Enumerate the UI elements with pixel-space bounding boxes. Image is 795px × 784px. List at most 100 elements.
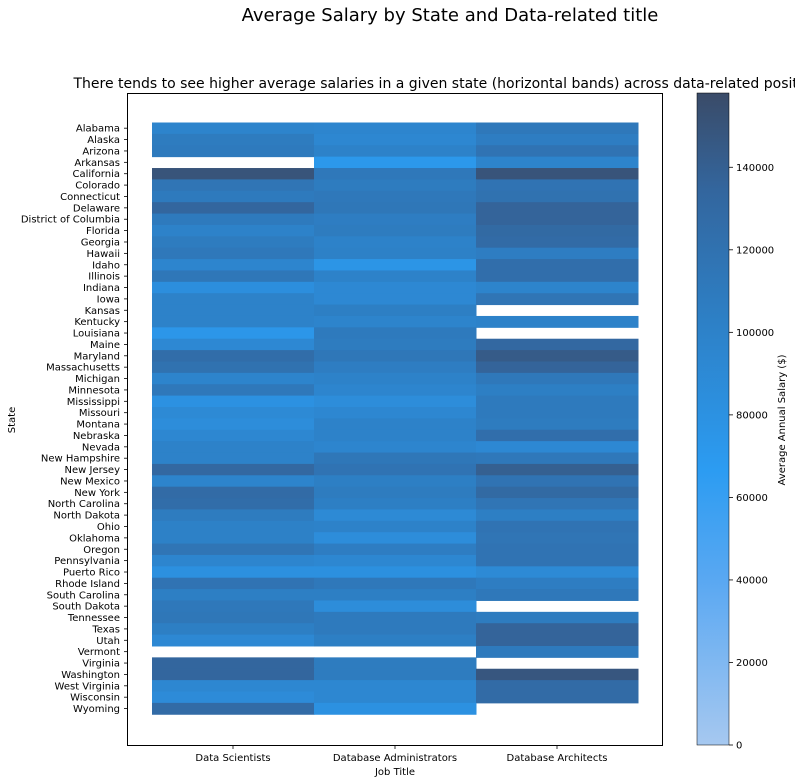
y-tick-label: North Dakota xyxy=(53,511,120,522)
heatmap-cell xyxy=(476,224,639,237)
heatmap-cell xyxy=(476,589,639,601)
heatmap-cell xyxy=(314,634,477,647)
heatmap-cell xyxy=(152,589,315,601)
heatmap-cell xyxy=(476,486,639,499)
heatmap-cell xyxy=(152,350,315,362)
heatmap-cell xyxy=(314,657,477,670)
colorbar-label: Average Annual Salary ($) xyxy=(777,354,788,485)
heatmap-cell xyxy=(152,418,315,431)
heatmap-cell xyxy=(476,372,639,385)
heatmap-cell xyxy=(152,509,315,522)
y-tick-label: Pennsylvania xyxy=(54,556,120,567)
heatmap-cell xyxy=(314,702,477,715)
heatmap-cell xyxy=(314,577,477,590)
heatmap-cell xyxy=(476,611,639,624)
y-tick-label: Iowa xyxy=(97,294,120,305)
y-tick-label: Washington xyxy=(61,670,120,681)
y-tick-label: Oklahoma xyxy=(69,533,120,544)
colorbar-tick-label: 80000 xyxy=(736,410,768,421)
colorbar-tick-label: 60000 xyxy=(736,493,768,504)
heatmap-cell xyxy=(152,452,315,465)
heatmap-cell xyxy=(152,338,315,351)
y-tick-label: Florida xyxy=(86,226,120,237)
heatmap-cell xyxy=(314,532,477,545)
heatmap-cell xyxy=(476,133,639,146)
heatmap-cell xyxy=(476,247,639,260)
heatmap-cell xyxy=(476,407,639,419)
heatmap-cell xyxy=(152,520,315,533)
x-tick-label: Database Architects xyxy=(507,753,608,764)
heatmap-cell xyxy=(152,554,315,567)
y-tick-label: Kentucky xyxy=(74,317,120,328)
heatmap-cell xyxy=(314,133,477,146)
heatmap-cell xyxy=(476,429,639,442)
heatmap-cell xyxy=(314,236,477,249)
heatmap-cell xyxy=(152,122,315,135)
heatmap-cell xyxy=(476,350,639,362)
y-tick-label: Vermont xyxy=(78,647,120,658)
heatmap-cell xyxy=(152,293,315,306)
heatmap-cell xyxy=(152,315,315,328)
y-tick-label: Nebraska xyxy=(73,431,120,442)
heatmap-cell xyxy=(476,236,639,249)
heatmap-cell xyxy=(152,486,315,499)
heatmap-cell xyxy=(476,202,639,215)
heatmap-cell xyxy=(152,304,315,317)
heatmap-cells xyxy=(152,122,639,715)
heatmap-cell xyxy=(476,361,639,374)
y-tick-label: New Mexico xyxy=(60,476,120,487)
heatmap-cell xyxy=(476,213,639,226)
heatmap-cell xyxy=(152,179,315,192)
heatmap-cell xyxy=(476,293,639,306)
heatmap-cell xyxy=(152,395,315,408)
y-tick-label: Nevada xyxy=(82,442,120,453)
heatmap-cell xyxy=(476,645,639,658)
y-tick-label: New York xyxy=(74,488,120,499)
heatmap-cell xyxy=(314,680,477,692)
chart-subtitle: There tends to see higher average salari… xyxy=(72,76,795,92)
y-tick-label: Kansas xyxy=(85,306,120,317)
y-tick-label: Ohio xyxy=(97,522,120,533)
heatmap-cell xyxy=(476,623,639,636)
heatmap-cell xyxy=(314,293,477,306)
heatmap-cell xyxy=(152,475,315,488)
heatmap-cell xyxy=(152,668,315,681)
heatmap-cell xyxy=(314,554,477,567)
y-tick-label: South Carolina xyxy=(47,590,120,601)
heatmap-cell xyxy=(314,418,477,431)
heatmap-cell xyxy=(314,486,477,499)
y-tick-label: District of Columbia xyxy=(21,215,120,226)
heatmap-cell xyxy=(476,543,639,556)
heatmap-cell xyxy=(476,418,639,431)
heatmap-cell xyxy=(314,168,477,180)
heatmap-cell xyxy=(476,475,639,488)
heatmap-cell xyxy=(152,224,315,237)
y-tick-label: California xyxy=(73,169,121,180)
heatmap-cell xyxy=(314,270,477,283)
y-tick-label: Texas xyxy=(91,624,120,635)
x-tick-label: Data Scientists xyxy=(195,753,270,764)
heatmap-cell xyxy=(314,589,477,601)
heatmap-cell xyxy=(152,463,315,476)
heatmap-cell xyxy=(476,566,639,579)
y-tick-label: Wisconsin xyxy=(70,693,120,704)
y-tick-label: Indiana xyxy=(83,283,120,294)
y-tick-label: Alabama xyxy=(76,124,120,135)
colorbar-tick-label: 40000 xyxy=(736,575,768,586)
y-tick-label: Wyoming xyxy=(73,704,120,715)
heatmap-cell xyxy=(152,407,315,419)
y-tick-label: South Dakota xyxy=(52,602,120,613)
heatmap-cell xyxy=(314,498,477,510)
heatmap-cell xyxy=(314,407,477,419)
heatmap-cell xyxy=(152,213,315,226)
heatmap-cell xyxy=(476,532,639,545)
heatmap-cell xyxy=(314,668,477,681)
y-tick-label: Michigan xyxy=(75,374,120,385)
heatmap-cell xyxy=(152,600,315,613)
y-tick-label: Arizona xyxy=(82,146,120,157)
heatmap-cell xyxy=(152,145,315,158)
y-axis-label: State xyxy=(7,407,18,433)
heatmap-cell xyxy=(476,498,639,510)
heatmap-cell xyxy=(314,429,477,442)
